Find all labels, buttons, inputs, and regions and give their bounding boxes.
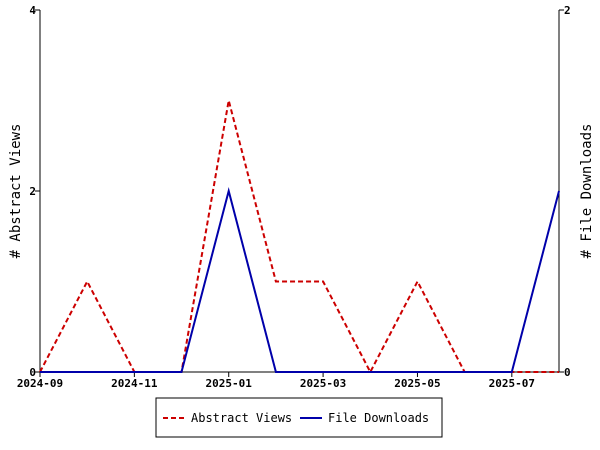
y-right-tick-label: 0 [564,366,571,379]
x-tick-label: 2025-05 [394,377,440,390]
series-line-file-downloads [40,187,560,373]
x-tick-label: 2025-03 [300,377,346,390]
y-left-tick-label: 4 [29,4,36,17]
y-axis-right-title: # File Downloads [579,124,595,259]
y-right-tick-label: 2 [564,4,571,17]
x-tick-label: 2024-09 [17,377,63,390]
x-tick-label: 2024-11 [111,377,158,390]
legend-label: File Downloads [328,411,429,425]
y-left-tick-label: 0 [29,366,36,379]
chart-series [39,100,560,375]
chart-axes: 0 2 4 0 2 2024-09 2024-11 2025-01 2025-03 2025-05… [8,4,595,390]
y-axis-left-title: # Abstract Views [8,124,24,259]
legend-label: Abstract Views [191,411,292,425]
series-line-abstract-views [39,100,559,375]
y-left-tick-label: 2 [29,185,36,198]
chart-legend: Abstract Views File Downloads [155,397,443,438]
x-tick-label: 2025-07 [489,377,535,390]
legend-box [155,397,443,438]
x-tick-label: 2025-01 [206,377,253,390]
